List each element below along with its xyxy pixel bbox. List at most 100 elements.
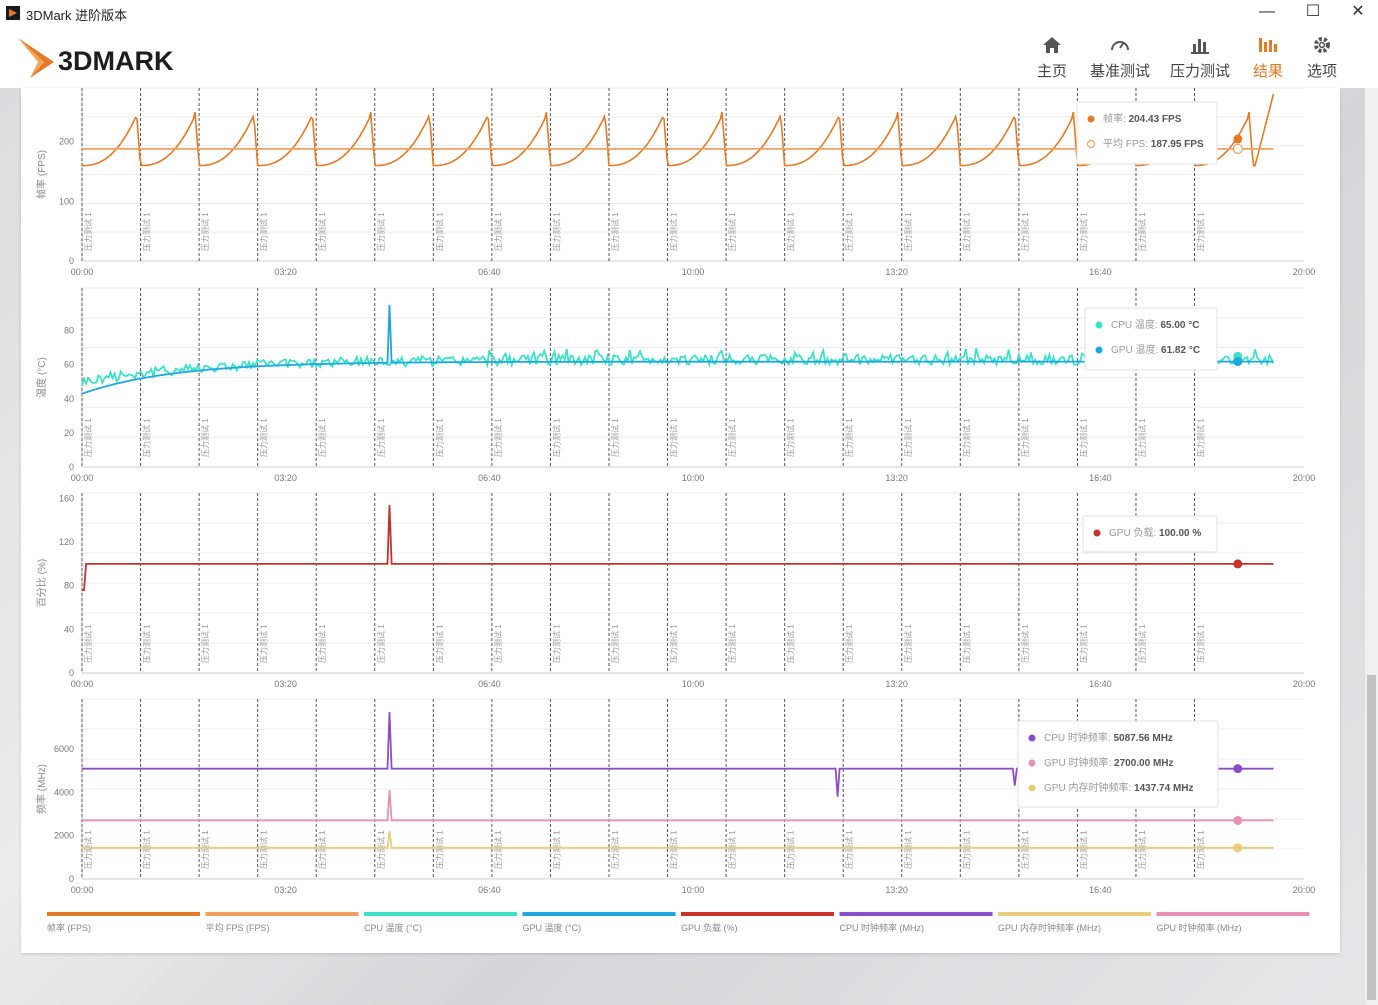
stress-test-marker-label: 压力测试 1 xyxy=(1078,418,1088,457)
tooltip-label: 平均 FPS: xyxy=(1103,138,1151,150)
y-tick-label: 80 xyxy=(64,581,74,591)
y-tick-label: 80 xyxy=(64,326,74,336)
nav-results[interactable]: 结果 xyxy=(1246,34,1290,81)
scrollbar-thumb[interactable] xyxy=(1367,675,1376,1000)
tooltip-label: CPU 温度: xyxy=(1111,318,1160,331)
nav-stress-tests[interactable]: 压力测试 xyxy=(1168,34,1232,81)
chart-legend: 帧率 (FPS) 平均 FPS (FPS) CPU 温度 (°C) GPU 温度 (°… xyxy=(47,912,1310,933)
chart-clock: 0 2000 4000 6000 频率 (MHz) 00:00 03:20 06:40 10:0… xyxy=(35,698,1315,895)
x-tick-label: 13:20 xyxy=(885,267,908,277)
close-button[interactable]: ✕ xyxy=(1351,3,1365,20)
stress-test-marker-label: 压力测试 1 xyxy=(83,624,93,663)
nav-benchmarks[interactable]: 基准测试 xyxy=(1088,34,1152,81)
nav-home[interactable]: 主页 xyxy=(1030,34,1074,81)
stress-test-marker-label: 压力测试 1 xyxy=(1137,624,1147,663)
home-icon xyxy=(1043,37,1061,53)
stress-test-marker-label: 压力测试 1 xyxy=(434,624,444,663)
window-titlebar: 3DMark 进阶版本 — ☐ ✕ xyxy=(0,0,1378,26)
series-end-point[interactable] xyxy=(1233,559,1243,569)
x-tick-label: 03:20 xyxy=(274,679,297,689)
y-tick-label: 160 xyxy=(59,493,74,503)
series-line xyxy=(82,504,1274,592)
legend-swatch[interactable] xyxy=(998,912,1151,916)
window-title: 3DMark 进阶版本 xyxy=(26,8,128,23)
stress-test-marker-label: 压力测试 1 xyxy=(1078,624,1088,663)
stress-test-marker-label: 压力测试 1 xyxy=(83,212,93,251)
legend-swatch[interactable] xyxy=(47,912,200,916)
stress-test-marker-label: 压力测试 1 xyxy=(903,212,913,251)
stress-test-marker-label: 压力测试 1 xyxy=(551,830,561,869)
nav-benchmarks-label: 基准测试 xyxy=(1089,63,1150,80)
tooltip-value: 5087.56 MHz xyxy=(1113,733,1172,744)
app-icon xyxy=(6,6,20,20)
results-icon xyxy=(1259,38,1277,52)
y-axis-label: 频率 (MHz) xyxy=(35,764,48,814)
tooltip-swatch xyxy=(1093,529,1101,537)
value-tooltip xyxy=(1076,101,1218,165)
chart-temperature: 0 20 40 60 80 温度 (°C) 00:00 03:20 06:40 10:00 13:2… xyxy=(35,287,1315,483)
stress-test-marker-label: 压力测试 1 xyxy=(259,830,269,869)
nav-home-label: 主页 xyxy=(1036,63,1067,80)
stress-test-marker-label: 压力测试 1 xyxy=(142,212,152,251)
series-end-point[interactable] xyxy=(1233,815,1243,825)
minimize-button[interactable]: — xyxy=(1259,3,1275,20)
legend-swatch[interactable] xyxy=(205,912,359,916)
stress-test-marker-label: 压力测试 1 xyxy=(551,418,561,457)
stress-test-marker-label: 压力测试 1 xyxy=(200,830,210,869)
x-tick-label: 06:40 xyxy=(478,679,501,689)
stress-test-marker-label: 压力测试 1 xyxy=(434,418,444,457)
stress-test-marker-label: 压力测试 1 xyxy=(844,418,854,457)
nav-options[interactable]: 选项 xyxy=(1300,34,1344,81)
legend-label: GPU 温度 (°C) xyxy=(523,922,582,933)
maximize-button[interactable]: ☐ xyxy=(1305,3,1321,20)
tooltip-swatch xyxy=(1095,321,1103,329)
stress-test-marker-label: 压力测试 1 xyxy=(1020,830,1030,869)
gear-icon xyxy=(1314,37,1330,53)
x-tick-label: 10:00 xyxy=(682,679,705,689)
legend-swatch[interactable] xyxy=(522,912,676,916)
legend-label: CPU 温度 (°C) xyxy=(364,922,422,933)
stress-test-marker-label: 压力测试 1 xyxy=(1137,418,1147,457)
series-end-point[interactable] xyxy=(1232,143,1243,154)
tooltip-swatch xyxy=(1087,115,1095,123)
series-end-point[interactable] xyxy=(1233,134,1243,144)
tooltip-value: 2700.00 MHz xyxy=(1114,758,1173,769)
legend-swatch[interactable] xyxy=(364,912,517,916)
y-tick-label: 40 xyxy=(64,394,74,404)
tooltip-label: GPU 时钟频率: xyxy=(1044,756,1114,769)
chart-fps: 0 100 200 帧率 (FPS) 00:00 03:20 06:40 10:00 13:20… xyxy=(35,87,1315,277)
3dmark-logo: 3DMARK xyxy=(18,38,174,78)
x-tick-label: 16:40 xyxy=(1089,885,1112,895)
series-end-point[interactable] xyxy=(1233,764,1243,774)
stress-test-marker-label: 压力测试 1 xyxy=(1196,830,1206,869)
monitoring-card: 0 100 200 帧率 (FPS) 00:00 03:20 06:40 10:00 13:20… xyxy=(21,87,1340,953)
tooltip-swatch xyxy=(1028,734,1036,742)
series-end-point[interactable] xyxy=(1233,357,1243,367)
x-tick-label: 00:00 xyxy=(71,679,94,689)
stress-test-marker-label: 压力测试 1 xyxy=(727,418,737,457)
legend-swatch[interactable] xyxy=(839,912,993,916)
x-tick-label: 10:00 xyxy=(682,473,705,483)
stress-test-marker-label: 压力测试 1 xyxy=(434,830,444,869)
stress-test-marker-label: 压力测试 1 xyxy=(376,624,386,663)
stress-test-marker-label: 压力测试 1 xyxy=(376,830,386,869)
legend-swatch[interactable] xyxy=(681,912,834,916)
x-tick-label: 13:20 xyxy=(885,473,908,483)
x-tick-label: 16:40 xyxy=(1089,679,1112,689)
legend-swatch[interactable] xyxy=(1156,912,1310,916)
x-tick-label: 06:40 xyxy=(478,267,501,277)
value-tooltip xyxy=(1084,307,1218,371)
legend-label: CPU 时钟频率 (MHz) xyxy=(840,922,925,933)
stress-test-marker-label: 压力测试 1 xyxy=(669,418,679,457)
y-tick-label: 120 xyxy=(59,537,74,547)
stress-test-marker-label: 压力测试 1 xyxy=(903,624,913,663)
stress-test-marker-label: 压力测试 1 xyxy=(317,830,327,869)
stress-test-marker-label: 压力测试 1 xyxy=(317,212,327,251)
tooltip-label: 帧率: xyxy=(1103,112,1129,125)
tooltip-row: 平均 FPS: 187.95 FPS xyxy=(1103,138,1204,150)
stress-test-marker-label: 压力测试 1 xyxy=(259,212,269,251)
y-tick-label: 200 xyxy=(59,137,74,147)
nav-stress-tests-label: 压力测试 xyxy=(1169,63,1230,80)
series-end-point[interactable] xyxy=(1233,843,1243,853)
